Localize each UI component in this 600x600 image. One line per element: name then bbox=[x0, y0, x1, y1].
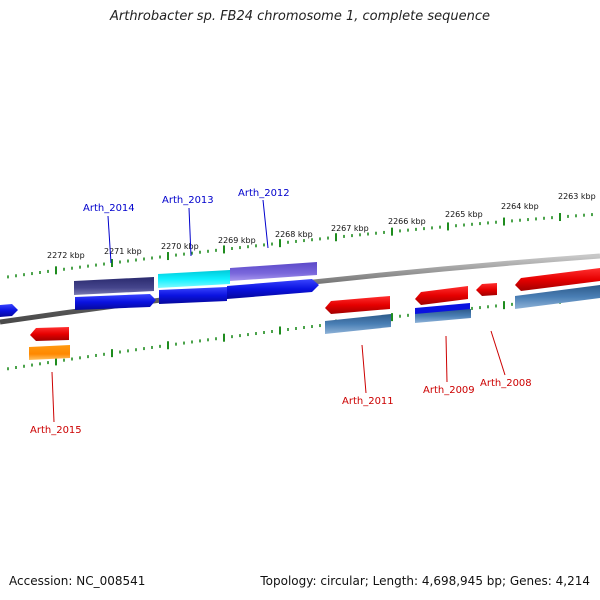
scale-label: 2268 kbp bbox=[275, 230, 313, 239]
gene-arrow[interactable] bbox=[159, 287, 227, 304]
gene-label[interactable]: Arth_2014 bbox=[83, 203, 135, 214]
gene-label[interactable]: Arth_2009 bbox=[423, 385, 475, 396]
scale-label: 2266 kbp bbox=[388, 217, 426, 226]
gene-label[interactable]: Arth_2013 bbox=[162, 195, 214, 206]
gene-label[interactable]: Arth_2011 bbox=[342, 396, 394, 407]
gene-arrow[interactable] bbox=[415, 286, 468, 305]
feature-bar[interactable] bbox=[230, 262, 317, 281]
label-leader bbox=[188, 207, 192, 257]
feature-bar[interactable] bbox=[29, 345, 70, 360]
gene-arrow[interactable] bbox=[476, 283, 497, 296]
scale-ticks-top bbox=[7, 213, 593, 279]
gene-arrow[interactable] bbox=[515, 268, 600, 291]
gene-arrow[interactable] bbox=[30, 327, 69, 341]
scale-label: 2263 kbp bbox=[558, 192, 596, 201]
feature-bar[interactable] bbox=[158, 270, 230, 288]
scale-label: 2270 kbp bbox=[161, 242, 199, 251]
label-leader bbox=[445, 335, 448, 383]
label-leader bbox=[361, 344, 367, 394]
label-leader bbox=[490, 330, 506, 376]
feature-bar[interactable] bbox=[415, 309, 471, 323]
accession-label: Accession: NC_008541 bbox=[9, 574, 146, 588]
gene-label[interactable]: Arth_2012 bbox=[238, 188, 290, 199]
gene-label[interactable]: Arth_2008 bbox=[480, 378, 532, 389]
label-leader bbox=[262, 199, 269, 249]
feature-bar[interactable] bbox=[415, 303, 470, 315]
scale-label: 2272 kbp bbox=[47, 251, 85, 260]
scale-label: 2264 kbp bbox=[501, 202, 539, 211]
map-title: Arthrobacter sp. FB24 chromosome 1, comp… bbox=[109, 9, 491, 24]
scale-label: 2265 kbp bbox=[445, 210, 483, 219]
gene-arrow[interactable] bbox=[227, 279, 319, 299]
scale-label: 2271 kbp bbox=[104, 247, 142, 256]
label-leader bbox=[51, 371, 55, 423]
feature-bar[interactable] bbox=[515, 285, 600, 309]
gene-arrow[interactable] bbox=[0, 304, 18, 317]
label-leader bbox=[107, 215, 112, 264]
feature-bar[interactable] bbox=[74, 277, 154, 295]
gene-arrow[interactable] bbox=[325, 296, 390, 314]
gene-arrow[interactable] bbox=[75, 294, 156, 310]
scale-label: 2267 kbp bbox=[331, 224, 369, 233]
gene-label[interactable]: Arth_2015 bbox=[30, 425, 82, 436]
scale-label: 2269 kbp bbox=[218, 236, 256, 245]
feature-bar[interactable] bbox=[325, 314, 391, 334]
topology-label: Topology: circular; Length: 4,698,945 bp… bbox=[260, 574, 590, 588]
